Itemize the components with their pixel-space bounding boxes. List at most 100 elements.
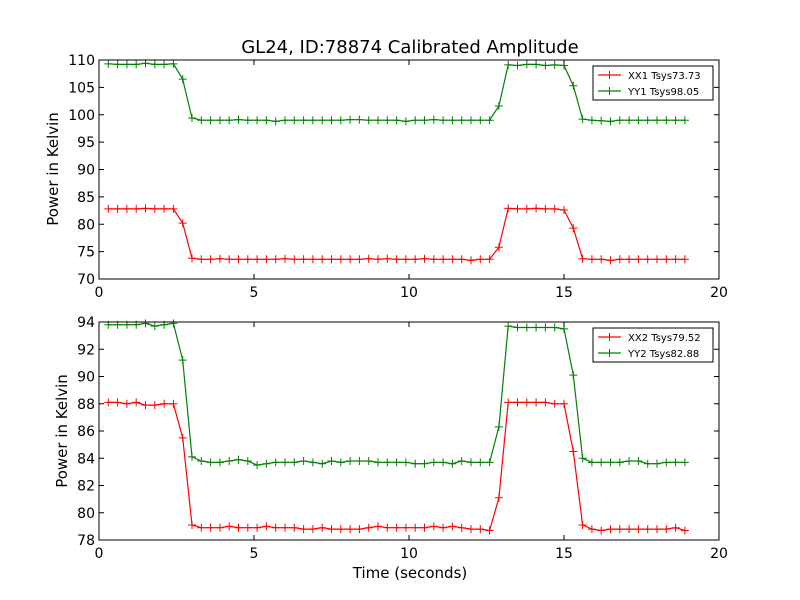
data-point — [355, 456, 364, 465]
data-point — [308, 525, 317, 534]
data-point — [550, 204, 559, 213]
data-point — [615, 458, 624, 467]
data-point — [494, 243, 503, 252]
data-point — [318, 255, 327, 264]
data-point — [429, 255, 438, 264]
data-point — [662, 525, 671, 534]
data-point — [346, 456, 355, 465]
data-point — [680, 458, 689, 467]
data-point — [625, 525, 634, 534]
data-point — [141, 59, 150, 68]
x-tick-label: 15 — [555, 285, 573, 301]
data-point — [253, 255, 262, 264]
data-point — [113, 60, 122, 69]
data-point — [606, 117, 615, 126]
data-point — [318, 116, 327, 125]
data-point — [578, 521, 587, 530]
data-point — [448, 116, 457, 125]
data-point — [178, 433, 187, 442]
data-point — [318, 523, 327, 532]
data-point — [169, 399, 178, 408]
data-point — [364, 523, 373, 532]
data-point — [188, 521, 196, 530]
data-point — [401, 523, 410, 532]
data-point — [634, 525, 643, 534]
x-tick-label: 0 — [95, 546, 104, 562]
data-point — [569, 81, 578, 90]
data-point — [522, 204, 531, 213]
data-point — [643, 255, 652, 264]
data-point — [662, 458, 671, 467]
data-point — [271, 255, 280, 264]
y-tick-label: 84 — [77, 451, 95, 467]
data-point — [392, 255, 401, 264]
data-point — [671, 458, 680, 467]
data-point — [625, 116, 634, 125]
legend-label: XX1 Tsys73.73 — [628, 71, 701, 82]
data-point — [569, 447, 578, 456]
data-point — [578, 254, 587, 263]
data-point — [634, 456, 643, 465]
data-point — [225, 255, 234, 264]
data-point — [485, 526, 494, 535]
bottom-legend: XX2 Tsys79.52 YY2 Tsys82.88 — [592, 327, 714, 363]
figure-title: GL24, ID:78874 Calibrated Amplitude — [241, 37, 579, 58]
data-point — [532, 204, 541, 213]
legend-marker — [605, 71, 614, 79]
data-point — [225, 456, 234, 465]
data-point — [299, 525, 308, 534]
top-legend: XX1 Tsys73.73 YY1 Tsys98.05 — [592, 65, 714, 101]
x-tick-label: 15 — [555, 546, 573, 562]
data-point — [634, 255, 643, 264]
data-point — [504, 322, 513, 331]
y-tick-label: 86 — [77, 424, 95, 440]
data-point — [457, 523, 466, 532]
data-point — [197, 116, 206, 125]
legend-marker — [605, 87, 614, 95]
data-point — [234, 523, 243, 532]
data-point — [541, 323, 550, 332]
top-y-axis-label: Power in Kelvin — [44, 112, 62, 226]
data-point — [104, 398, 113, 407]
data-point — [299, 456, 308, 465]
data-point — [429, 458, 438, 467]
x-tick-label: 20 — [710, 546, 728, 562]
data-point — [290, 523, 299, 532]
data-point — [206, 523, 215, 532]
data-point — [336, 116, 345, 125]
data-point — [336, 525, 345, 534]
data-point — [606, 256, 615, 265]
data-point — [662, 116, 671, 125]
data-point — [262, 459, 271, 468]
data-point — [476, 255, 485, 264]
data-point — [439, 523, 448, 532]
data-point — [188, 254, 196, 263]
data-point — [467, 525, 475, 534]
data-point — [374, 522, 382, 531]
data-point — [467, 256, 475, 265]
data-point — [504, 398, 513, 407]
data-point — [680, 116, 689, 125]
data-point — [513, 398, 522, 407]
data-point — [197, 523, 206, 532]
data-point — [532, 323, 541, 332]
data-point — [634, 116, 643, 125]
x-tick-label: 10 — [400, 546, 418, 562]
data-point — [364, 456, 373, 465]
data-point — [457, 116, 466, 125]
data-point — [132, 204, 141, 213]
data-point — [169, 59, 178, 68]
data-point — [560, 206, 568, 215]
data-point — [494, 101, 503, 110]
data-point — [448, 522, 457, 531]
data-point — [532, 398, 541, 407]
data-point — [522, 60, 531, 69]
data-point — [160, 399, 169, 408]
data-point — [150, 204, 159, 213]
data-point — [215, 458, 224, 467]
data-point — [643, 116, 652, 125]
data-point — [671, 523, 680, 532]
data-point — [290, 255, 299, 264]
data-point — [355, 255, 364, 264]
